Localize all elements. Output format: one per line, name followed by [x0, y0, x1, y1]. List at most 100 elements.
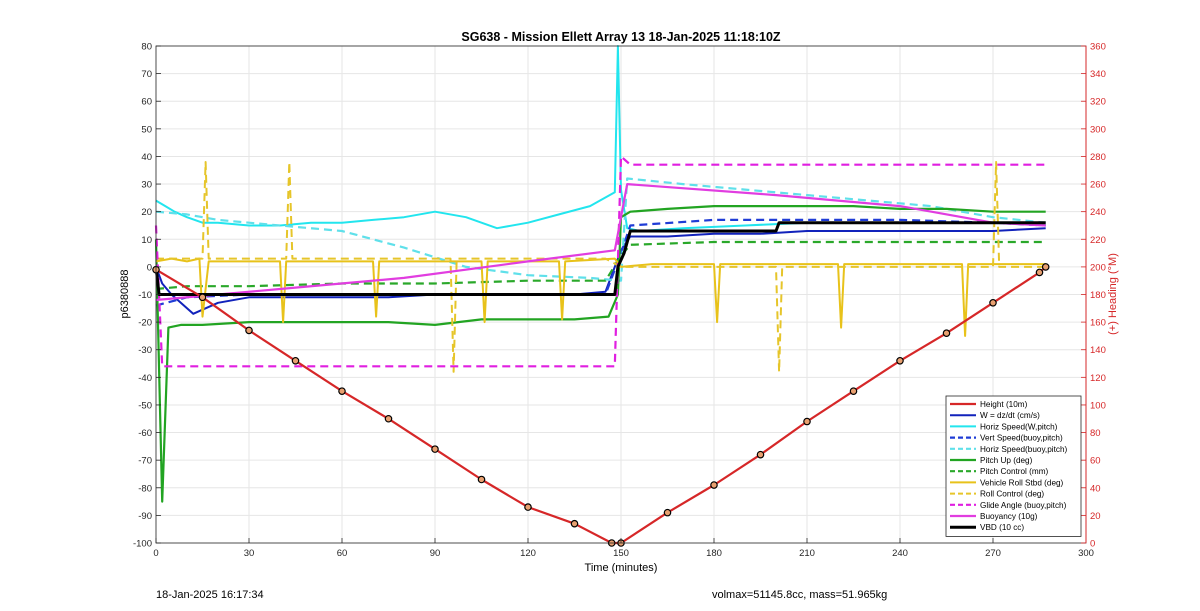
legend-label: Vert Speed(buoy,pitch): [980, 434, 1063, 443]
series-line-pitch-control-mm: [155, 240, 1046, 291]
legend-label: Vehicle Roll Stbd (deg): [980, 478, 1064, 487]
y2-tick-label: 280: [1090, 152, 1106, 163]
height-marker: [291, 356, 300, 365]
y-tick-label: -20: [138, 318, 152, 329]
y-tick-label: 40: [141, 152, 152, 163]
height-marker: [570, 519, 579, 528]
chart-legend: Height (10m) W = dz/dt (cm/s) Horiz Speed(…: [945, 395, 1082, 537]
y-tick-label: 20: [141, 207, 152, 218]
series-line-horiz-speed-w-pitch: [155, 45, 1046, 232]
y2-tick-label: 0: [1090, 539, 1095, 550]
legend-label: Height (10m): [980, 400, 1028, 409]
y-tick-label: -80: [138, 483, 152, 494]
y2-tick-label: 220: [1090, 235, 1106, 246]
series-layer: [152, 45, 1050, 547]
y2-tick-label: 160: [1090, 318, 1106, 329]
height-marker: [1041, 263, 1050, 271]
y-tick-label: -10: [138, 290, 152, 301]
series-line-buoyancy-10g: [155, 183, 1046, 302]
height-marker: [756, 450, 765, 459]
y-tick-label: -50: [138, 400, 152, 411]
y-axis-label: p6380888: [119, 270, 131, 319]
y2-tick-label: 320: [1090, 97, 1106, 108]
footer-timestamp: 18-Jan-2025 16:17:34: [156, 589, 264, 601]
height-marker: [198, 293, 207, 302]
y2-tick-label: 200: [1090, 262, 1106, 273]
x-tick-label: 90: [430, 548, 441, 559]
chart-title: SG638 - Mission Ellett Array 13 18-Jan-2…: [461, 30, 781, 44]
x-tick-label: 120: [520, 548, 536, 559]
series-line-glide-angle-buoy-pitch: [154, 155, 1046, 368]
legend-label: W = dz/dt (cm/s): [980, 411, 1040, 420]
legend-label: Pitch Control (mm): [980, 467, 1049, 476]
y2-tick-label: 180: [1090, 290, 1106, 301]
series-line-roll-control-deg: [156, 161, 1046, 373]
y2-tick-label: 340: [1090, 69, 1106, 80]
height-marker: [896, 356, 904, 365]
y-tick-label: -40: [138, 373, 152, 384]
legend-label: VBD (10 cc): [980, 523, 1024, 532]
legend-label: Horiz Speed(buoy,pitch): [980, 445, 1067, 454]
x-tick-label: 60: [337, 548, 348, 559]
y-tick-label: 50: [141, 124, 152, 135]
y2-tick-label: 60: [1090, 456, 1101, 467]
y-tick-label: -30: [138, 345, 152, 356]
height-marker: [524, 503, 532, 511]
x-tick-label: 30: [244, 548, 255, 559]
y-tick-label: -100: [133, 539, 152, 550]
x-tick-label: 180: [706, 548, 722, 559]
series-line-vehicle-roll-stbd-deg: [155, 257, 1046, 337]
y2-tick-label: 120: [1090, 373, 1106, 384]
height-marker: [431, 445, 439, 453]
height-marker: [1035, 268, 1044, 277]
y-tick-label: -90: [138, 511, 152, 522]
y-tick-label: 0: [147, 262, 152, 273]
height-marker: [989, 298, 997, 307]
y-tick-label: -60: [138, 428, 152, 439]
y-tick-label: -70: [138, 456, 152, 467]
y2-tick-label: 360: [1090, 42, 1106, 53]
y2-axis-label: (+) Heading (°M): [1107, 253, 1119, 335]
x-tick-label: 0: [153, 548, 158, 559]
y2-tick-label: 80: [1090, 428, 1101, 439]
legend-label: Buoyancy (10g): [980, 512, 1038, 521]
x-tick-labels: 0 30 60 90 120 150 180 210 240 270 300: [153, 538, 1094, 559]
y2-tick-label: 100: [1090, 400, 1106, 411]
legend-box: [945, 395, 1082, 537]
series-line-horiz-speed-buoy-pitch: [155, 177, 1046, 282]
x-tick-label: 270: [985, 548, 1001, 559]
y-tick-label: 30: [141, 180, 152, 191]
x-axis-label: Time (minutes): [585, 562, 658, 574]
legend-label: Glide Angle (buoy,pitch): [980, 501, 1067, 510]
y-tick-label: 10: [141, 235, 152, 246]
y2-tick-label: 20: [1090, 511, 1101, 522]
y2-tick-labels: 0 20 40 60 80 100 120 140 160 180 200 220 240 260 280 3…: [1081, 42, 1106, 550]
y-tick-labels: -100-90-80-70-60-50-40-30-20-10010203040…: [133, 42, 161, 550]
height-marker: [477, 475, 486, 484]
legend-label: Pitch Up (deg): [980, 456, 1033, 465]
x-tick-label: 210: [799, 548, 815, 559]
height-marker: [338, 387, 346, 395]
x-tick-label: 240: [892, 548, 908, 559]
y2-tick-label: 240: [1090, 207, 1106, 218]
y-tick-label: 70: [141, 69, 152, 80]
series-line-pitch-up-deg: [154, 205, 1046, 503]
y2-tick-label: 260: [1090, 180, 1106, 191]
y2-tick-label: 140: [1090, 345, 1106, 356]
legend-label: Horiz Speed(W,pitch): [980, 422, 1058, 431]
height-marker: [245, 326, 253, 335]
height-marker: [710, 481, 718, 489]
height-marker: [384, 414, 393, 423]
series-line-vbd-10-cc: [154, 221, 1046, 296]
legend-label: Roll Control (deg): [980, 490, 1044, 499]
x-tick-label: 300: [1078, 548, 1094, 559]
footer-volmax-mass: volmax=51145.8cc, mass=51.965kg: [712, 589, 888, 601]
height-marker: [849, 387, 858, 395]
x-tick-label: 150: [613, 548, 629, 559]
height-marker: [663, 508, 672, 517]
y-tick-label: 80: [141, 42, 152, 53]
y2-tick-label: 40: [1090, 483, 1101, 494]
height-marker: [803, 417, 811, 426]
y2-tick-label: 300: [1090, 124, 1106, 135]
